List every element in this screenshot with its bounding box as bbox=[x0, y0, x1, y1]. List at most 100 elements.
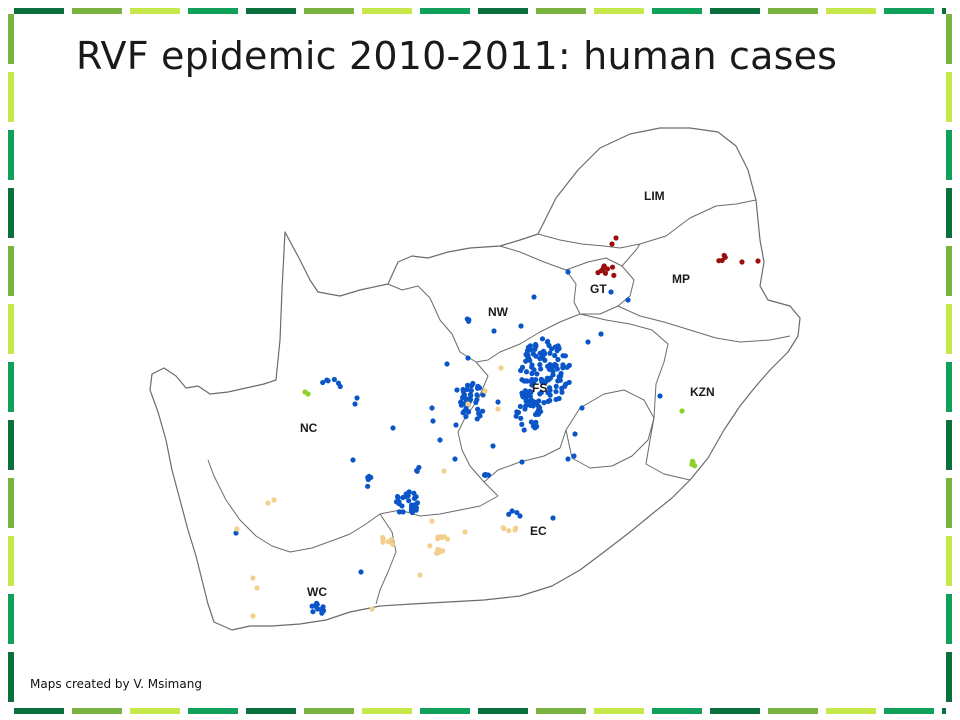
case-dot-blue bbox=[509, 508, 515, 514]
frame-segment bbox=[942, 708, 946, 714]
case-dot-blue bbox=[537, 362, 543, 368]
case-dot-red bbox=[716, 258, 722, 264]
case-dot-tan bbox=[482, 388, 488, 394]
case-dot-blue bbox=[519, 459, 525, 465]
border-wc-ec bbox=[375, 513, 397, 605]
case-dot-blue bbox=[558, 373, 564, 379]
case-dot-blue bbox=[523, 398, 529, 404]
case-dot-blue bbox=[395, 495, 401, 501]
frame-segment bbox=[8, 478, 14, 528]
case-dot-blue bbox=[521, 427, 527, 433]
frame-segment bbox=[826, 8, 876, 14]
case-dot-blue bbox=[523, 369, 530, 375]
case-dot-blue bbox=[555, 356, 561, 363]
case-dot-blue bbox=[320, 608, 327, 614]
case-dot-tan bbox=[427, 543, 433, 549]
frame-segment bbox=[768, 8, 818, 14]
frame-segment bbox=[8, 188, 14, 238]
case-dot-blue bbox=[553, 362, 559, 369]
case-dot-blue bbox=[559, 389, 565, 395]
case-dot-blue bbox=[311, 603, 318, 609]
frame-segment bbox=[188, 708, 238, 714]
border-mp-south bbox=[617, 305, 791, 343]
case-dot-blue bbox=[429, 405, 435, 411]
case-dot-blue bbox=[463, 413, 469, 420]
case-dot-green bbox=[302, 389, 308, 395]
case-dot-blue bbox=[559, 385, 565, 391]
frame-segment bbox=[304, 8, 354, 14]
case-dot-tan bbox=[435, 536, 441, 542]
case-dot-tan bbox=[250, 575, 256, 581]
case-dot-green bbox=[692, 463, 698, 469]
case-dot-tan bbox=[506, 528, 512, 534]
case-dot-red bbox=[611, 272, 617, 278]
frame-segment bbox=[946, 14, 952, 64]
case-dot-blue bbox=[533, 419, 539, 425]
case-dot-blue bbox=[430, 418, 436, 424]
frame-segment bbox=[14, 708, 64, 714]
case-dot-red bbox=[613, 235, 619, 241]
frame-segment bbox=[946, 188, 952, 238]
case-dot-blue bbox=[545, 389, 551, 396]
case-dot-blue bbox=[608, 289, 614, 295]
case-dot-blue bbox=[529, 362, 535, 368]
case-dot-blue bbox=[464, 382, 471, 388]
frame-segment bbox=[942, 8, 946, 14]
case-dot-blue bbox=[553, 388, 559, 395]
case-dot-blue bbox=[530, 403, 536, 409]
case-dot-blue bbox=[528, 347, 534, 353]
frame-segment bbox=[8, 246, 14, 296]
case-dot-tan bbox=[380, 536, 386, 542]
border-fs-south bbox=[483, 429, 567, 483]
case-dot-blue bbox=[534, 371, 540, 377]
case-dots bbox=[233, 235, 761, 619]
case-dot-blue bbox=[517, 513, 523, 519]
case-dot-blue bbox=[416, 464, 422, 471]
case-dot-tan bbox=[498, 365, 504, 371]
case-dot-red bbox=[609, 241, 615, 247]
case-dot-blue bbox=[522, 388, 528, 394]
case-dot-blue bbox=[460, 386, 466, 393]
case-dot-blue bbox=[528, 419, 535, 425]
frame-segment bbox=[130, 8, 180, 14]
case-dot-blue bbox=[484, 472, 490, 478]
case-dot-blue bbox=[530, 398, 537, 405]
case-dot-blue bbox=[548, 346, 555, 352]
frame-segment bbox=[362, 8, 412, 14]
case-dot-blue bbox=[539, 377, 545, 383]
frame-segment bbox=[536, 708, 586, 714]
case-dot-tan bbox=[441, 468, 447, 474]
case-dot-tan bbox=[462, 529, 468, 535]
frame-segment bbox=[946, 536, 952, 586]
case-dot-blue bbox=[562, 353, 568, 359]
case-dot-red bbox=[739, 259, 745, 265]
case-dot-red bbox=[602, 270, 609, 276]
province-label-fs: FS bbox=[532, 381, 547, 395]
case-dot-blue bbox=[476, 385, 483, 391]
case-dot-blue bbox=[320, 379, 326, 386]
case-dot-blue bbox=[400, 509, 406, 515]
frame-segment bbox=[594, 708, 644, 714]
frame-segment bbox=[710, 708, 760, 714]
frame-segment bbox=[884, 8, 934, 14]
frame-segment bbox=[246, 8, 296, 14]
province-label-mp: MP bbox=[672, 272, 690, 286]
case-dot-blue bbox=[476, 410, 482, 417]
case-dot-blue bbox=[579, 405, 585, 411]
frame-segment bbox=[8, 72, 14, 122]
case-dot-blue bbox=[525, 356, 531, 362]
frame-segment bbox=[710, 8, 760, 14]
frame-segment bbox=[8, 14, 14, 64]
case-dot-blue bbox=[396, 509, 402, 515]
case-dot-tan bbox=[271, 497, 277, 503]
case-dot-blue bbox=[657, 393, 663, 399]
case-dot-blue bbox=[310, 609, 316, 615]
case-dot-blue bbox=[390, 425, 396, 431]
case-dot-blue bbox=[564, 364, 570, 370]
case-dot-blue bbox=[454, 387, 460, 393]
case-dot-green bbox=[679, 408, 685, 414]
case-dot-blue bbox=[464, 396, 470, 402]
province-label-gt: GT bbox=[590, 282, 607, 296]
case-dot-blue bbox=[519, 421, 525, 427]
